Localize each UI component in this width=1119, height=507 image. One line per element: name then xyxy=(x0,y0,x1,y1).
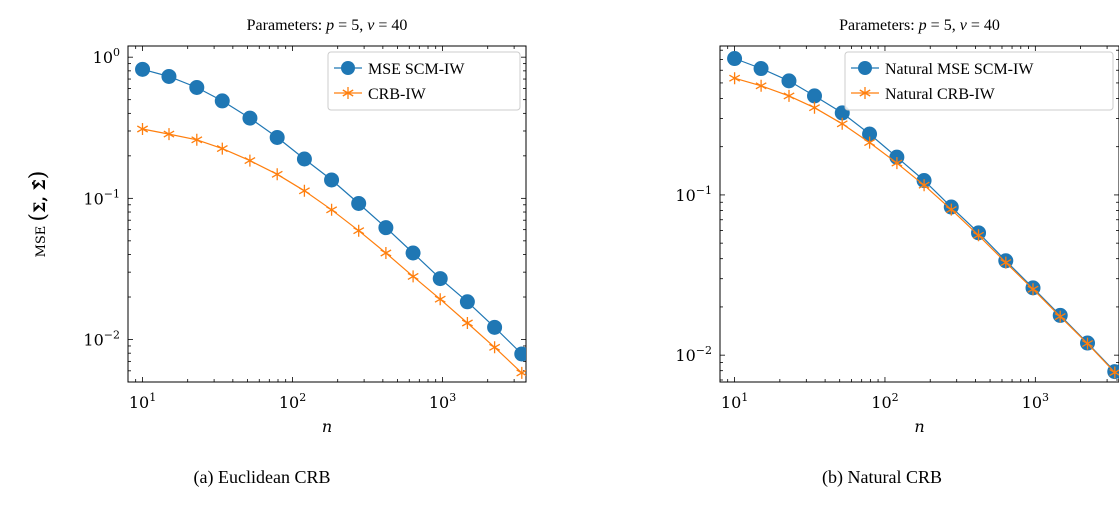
data-point-2 xyxy=(326,203,338,216)
data-point-1 xyxy=(781,73,797,89)
data-point-2 xyxy=(434,293,446,306)
data-point-1 xyxy=(753,61,769,77)
data-point-1 xyxy=(161,68,177,84)
data-point-2 xyxy=(380,247,392,259)
data-point-2 xyxy=(808,101,821,114)
data-point-2 xyxy=(407,270,419,283)
data-point-1 xyxy=(514,346,526,362)
data-point-1 xyxy=(487,319,503,335)
y-tick-label: 100 xyxy=(93,46,120,67)
legend-marker-1 xyxy=(341,61,355,75)
data-point-2 xyxy=(461,317,473,329)
data-point-1 xyxy=(459,294,475,310)
data-point-2 xyxy=(191,133,203,146)
data-point-1 xyxy=(432,271,448,287)
legend-label-1: MSE SCM-IW xyxy=(368,61,465,78)
data-point-1 xyxy=(269,129,285,145)
x-tick-label: 102 xyxy=(279,391,306,412)
series-line-2 xyxy=(734,77,1116,373)
data-point-2 xyxy=(1000,256,1012,269)
y-tick-label: 10−1 xyxy=(83,187,120,208)
x-tick-label: 103 xyxy=(1022,391,1049,412)
data-point-2 xyxy=(755,79,767,92)
data-point-2 xyxy=(271,168,283,181)
data-point-1 xyxy=(727,51,743,67)
data-point-2 xyxy=(945,203,957,216)
legend-box xyxy=(844,51,1114,111)
data-point-2 xyxy=(918,179,930,192)
data-point-2 xyxy=(783,89,795,102)
x-tick-label: 103 xyxy=(429,391,456,412)
x-axis-label: n xyxy=(322,417,332,436)
data-point-2 xyxy=(864,136,876,149)
data-point-2 xyxy=(136,123,149,135)
chart-title: Parameters: p = 5, ν = 40 xyxy=(839,17,1000,34)
x-tick-label: 101 xyxy=(129,391,156,412)
data-point-2 xyxy=(1027,283,1039,296)
data-point-1 xyxy=(296,151,312,167)
panel-euclidean: 101 102 103 10−2 10−1 100 n MSE (Σ, Σ̂) Paramete… xyxy=(26,17,527,488)
legend-label-2: Natural CRB-IW xyxy=(885,86,996,103)
legend-marker-2 xyxy=(342,87,354,99)
data-point-2 xyxy=(1054,310,1066,323)
data-point-1 xyxy=(324,172,340,188)
y-axis-label: MSE (Σ, Σ̂) xyxy=(26,171,51,258)
data-point-2 xyxy=(163,128,175,141)
data-point-1 xyxy=(135,61,151,77)
legend-marker-1 xyxy=(858,61,872,75)
figure-caption: (a) Euclidean CRB xyxy=(194,467,331,488)
x-tick-label: 102 xyxy=(871,391,898,412)
data-point-2 xyxy=(516,366,526,379)
data-point-1 xyxy=(189,79,205,95)
legend-label-2: CRB-IW xyxy=(368,86,427,103)
data-point-2 xyxy=(489,341,501,354)
data-point-2 xyxy=(972,229,985,242)
x-tick-label: 101 xyxy=(721,391,748,412)
x-axis-label: n xyxy=(914,417,924,436)
figure-caption: (b) Natural CRB xyxy=(822,467,942,488)
legend-label-1: Natural MSE SCM-IW xyxy=(885,61,1034,78)
series-line-2 xyxy=(142,128,523,374)
data-point-2 xyxy=(1109,366,1119,379)
data-point-1 xyxy=(806,88,822,104)
chart-title: Parameters: p = 5, ν = 40 xyxy=(247,17,408,34)
legend-marker-2 xyxy=(859,87,871,99)
data-point-2 xyxy=(891,157,903,170)
y-tick-label: 10−1 xyxy=(675,184,712,205)
data-point-1 xyxy=(351,195,367,211)
data-point-1 xyxy=(214,93,230,109)
data-point-1 xyxy=(242,110,258,126)
plot-area xyxy=(727,51,1119,380)
data-point-1 xyxy=(378,220,394,236)
panel-natural: 101 102 103 10−2 10−1 n Parameters: p = 5, ν =… xyxy=(675,17,1119,488)
plot-frame xyxy=(127,45,527,383)
plot-area xyxy=(135,61,526,379)
legend-box xyxy=(327,51,521,111)
plot-frame xyxy=(719,45,1119,383)
data-point-2 xyxy=(1081,337,1094,350)
data-point-2 xyxy=(729,72,741,85)
data-point-2 xyxy=(216,142,228,155)
y-tick-label: 10−2 xyxy=(675,344,712,365)
data-point-1 xyxy=(405,245,421,261)
data-point-2 xyxy=(836,117,848,130)
data-point-2 xyxy=(244,154,256,167)
data-point-2 xyxy=(298,184,310,197)
data-point-2 xyxy=(353,224,365,237)
y-tick-label: 10−2 xyxy=(83,329,120,350)
